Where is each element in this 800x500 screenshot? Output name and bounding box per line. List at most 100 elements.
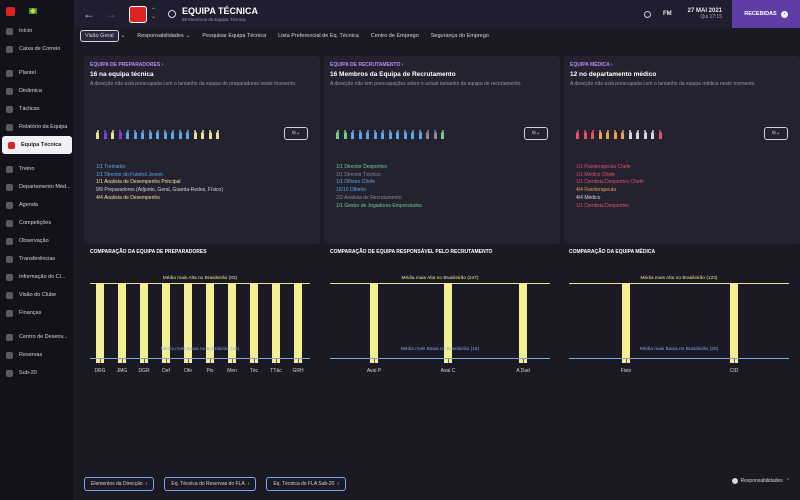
sidebar-item[interactable]: Agenda (0, 196, 74, 214)
chart-bar[interactable] (162, 283, 170, 363)
chart-bar[interactable] (228, 283, 236, 363)
role-line[interactable]: 4/4 Fisioterapeuta (576, 187, 617, 194)
role-line[interactable]: 1/1 Treinador (96, 164, 126, 170)
binoculars-dropdown[interactable]: ⊙⌄ (764, 127, 788, 140)
chart-tick-label: Aval C (440, 368, 456, 374)
subnav-tab[interactable]: Centro de Emprego (370, 33, 419, 39)
chart-bar[interactable] (272, 283, 280, 363)
chart-bar[interactable] (519, 283, 527, 363)
related-link-button[interactable]: Elementos da Direcção › (84, 477, 155, 491)
card-description: A direcção não está preocupada com o tam… (90, 81, 297, 87)
staff-card: EQUIPA DE RECRUTAMENTO › 16 Membros da Eq… (324, 56, 560, 244)
received-button[interactable]: RECEBIDAS › (732, 0, 800, 28)
back-arrow-icon[interactable]: ← (83, 7, 95, 21)
bar-baseline-tick (210, 358, 211, 363)
subnav-tab[interactable]: Responsabilidades (137, 33, 184, 39)
sidebar-item[interactable]: Caixa de Correio (0, 40, 74, 58)
chart-bar[interactable] (444, 283, 452, 363)
subnav-tab[interactable]: Visão Geral (80, 30, 119, 42)
fm-logo[interactable]: FM (662, 11, 672, 17)
sidebar-item-label: Início (19, 28, 33, 34)
staff-figure-icon (343, 129, 347, 139)
role-line[interactable]: 1/1 Director Técnico (336, 171, 381, 178)
club-crest-icon[interactable] (6, 6, 15, 16)
sidebar-item[interactable]: Visão do Clube (0, 286, 74, 304)
sidebar-item[interactable]: Relatório da Equipa (0, 118, 74, 136)
chevron-right-icon: › (247, 481, 250, 487)
role-line[interactable]: 1/1 Olheiro Chefe (336, 179, 376, 186)
staff-figure-icon (351, 129, 354, 139)
chart-bar[interactable] (184, 283, 192, 363)
sidebar-item[interactable]: Início (0, 22, 74, 40)
subnav-tab[interactable]: Lista Preferencial de Eq. Técnica (278, 33, 359, 39)
binoculars-dropdown[interactable]: ⊙⌄ (284, 127, 308, 140)
chart-bar[interactable] (140, 283, 148, 363)
sidebar-item[interactable]: Equipa Técnica (2, 136, 72, 154)
role-line[interactable]: 2/2 Analista de Recrutamento (336, 194, 402, 201)
chart-bar[interactable] (622, 283, 630, 363)
subnav-tab[interactable]: Segurança do Emprego (430, 33, 489, 39)
sidebar-item[interactable]: Finanças (0, 304, 74, 322)
sidebar-item[interactable]: Sub-20 (0, 364, 74, 382)
ref-high-label: Média mais Alta no Brasileirão (123) (640, 276, 718, 281)
chart-bar[interactable] (206, 283, 214, 363)
responsibilities-button[interactable]: Responsabilidades ⌃ (731, 478, 790, 484)
role-line[interactable]: 9/9 Preparadores (Adjunto, Geral, Guarda… (96, 187, 224, 194)
role-line[interactable]: 1/1 Analista de Desempenho Principal (96, 179, 181, 186)
role-line[interactable]: 1/1 Director do Futebol Jovem (96, 171, 163, 178)
sidebar-item[interactable]: Departamento Méd... (0, 178, 74, 196)
sidebar-item[interactable]: Competições (0, 214, 74, 232)
role-line[interactable]: 4/4 Médico (576, 194, 601, 201)
bar-baseline-tick (100, 358, 101, 363)
card-tag[interactable]: EQUIPA MÉDICA › (570, 62, 613, 68)
sidebar-item[interactable]: Tácticas (0, 100, 74, 118)
chart-tick-label: GRH (292, 368, 304, 374)
role-line[interactable]: 10/10 Olheiro (336, 187, 367, 194)
role-line[interactable]: 1/1 Director Desportivo (336, 164, 388, 170)
role-line[interactable]: 1/1 Cientista Desportivo Chefe (576, 179, 644, 186)
sidebar-item-icon (6, 237, 13, 245)
club-switch-icon[interactable]: ⌃ ⌄ (151, 8, 157, 20)
sidebar-menu: Início Caixa de Correio Plantel Dinâmica Tác… (0, 22, 74, 382)
chart-bar[interactable] (294, 283, 302, 363)
subnav-tab[interactable]: Pesquisar Equipa Técnica (202, 33, 267, 39)
chart-bar[interactable] (730, 283, 738, 363)
sidebar-item[interactable]: Dinâmica (0, 82, 74, 100)
globe-icon[interactable] (643, 10, 651, 18)
bar-baseline-tick (254, 358, 255, 363)
sidebar-item-icon (6, 69, 13, 77)
sidebar-item[interactable]: Treino (0, 160, 74, 178)
sidebar-item-icon (6, 291, 13, 299)
ref-low-line (330, 358, 550, 359)
chart-bar[interactable] (250, 283, 258, 363)
binoculars-dropdown[interactable]: ⊙⌄ (524, 127, 548, 140)
related-link-button[interactable]: Eq. Técnica do Reservas do FLA › (164, 477, 257, 491)
staff-figure-icon (433, 129, 437, 139)
sidebar-item-label: Finanças (19, 310, 42, 316)
related-link-button[interactable]: Eq. Técnica do FLA Sub-20 › (266, 477, 347, 491)
sidebar-item-icon (6, 309, 13, 317)
role-line[interactable]: 1/1 Cientista Desportivo (576, 202, 630, 209)
sidebar-item[interactable]: Plantel (0, 64, 74, 82)
sidebar-item[interactable]: Reservas (0, 346, 74, 364)
role-line[interactable]: 1/1 Médico Chefe (576, 171, 616, 178)
role-line[interactable]: 4/4 Analista de Desempenho (96, 194, 160, 201)
sidebar-item-label: Departamento Méd... (19, 184, 71, 190)
search-icon[interactable] (168, 10, 177, 18)
chart-bar[interactable] (370, 283, 378, 363)
staff-card: EQUIPA MÉDICA › 12 no departamento médico… (564, 56, 800, 244)
chart-bar[interactable] (96, 283, 104, 363)
role-line[interactable]: 1/1 Fisioterapeuta Chefe (576, 164, 631, 170)
role-line[interactable]: 1/1 Gestor de Jogadores Emprestados (336, 202, 422, 209)
chart-title: COMPARAÇÃO DE EQUIPA RESPONSÁVEL PELO RE… (330, 249, 493, 255)
card-tag[interactable]: EQUIPA DE RECRUTAMENTO › (330, 62, 404, 68)
forward-arrow-icon[interactable]: → (105, 7, 117, 21)
card-tag[interactable]: EQUIPA DE PREPARADORES › (90, 62, 164, 68)
sidebar-item[interactable]: Centro de Desenv... (0, 328, 74, 346)
club-crest[interactable] (129, 5, 147, 23)
game-date[interactable]: 27 MAI 2021 Qui 17:15 (688, 8, 722, 20)
sidebar-item[interactable]: Informação do Cl... (0, 268, 74, 286)
sidebar-item[interactable]: Transferências (0, 250, 74, 268)
chart-bar[interactable] (118, 283, 126, 363)
sidebar-item[interactable]: Observação (0, 232, 74, 250)
